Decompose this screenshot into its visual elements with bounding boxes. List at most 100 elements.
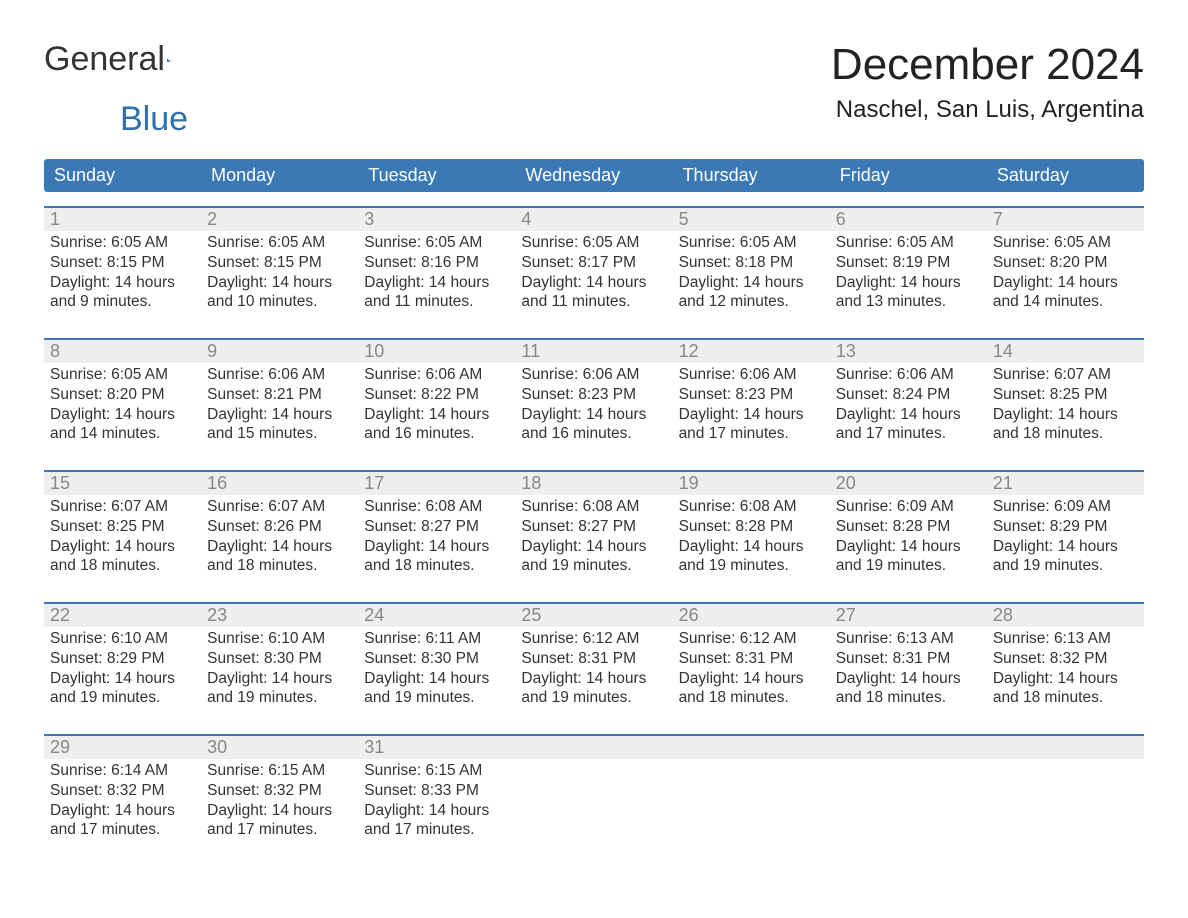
calendar-day: 19Sunrise: 6:08 AMSunset: 8:28 PMDayligh…	[673, 470, 830, 588]
day-info-line: Daylight: 14 hours	[993, 537, 1134, 557]
day-number: 1	[50, 208, 191, 231]
calendar-day: 16Sunrise: 6:07 AMSunset: 8:26 PMDayligh…	[201, 470, 358, 588]
day-info-line: Daylight: 14 hours	[993, 273, 1134, 293]
weekday-header: Monday	[201, 159, 358, 192]
day-number: 26	[679, 604, 820, 627]
day-number: 4	[521, 208, 662, 231]
calendar-day: 23Sunrise: 6:10 AMSunset: 8:30 PMDayligh…	[201, 602, 358, 720]
day-info-line: and 17 minutes.	[207, 820, 348, 840]
day-info-line: Sunset: 8:23 PM	[521, 385, 662, 405]
calendar: Sunday Monday Tuesday Wednesday Thursday…	[44, 159, 1144, 852]
day-info: Sunrise: 6:10 AMSunset: 8:30 PMDaylight:…	[207, 629, 348, 708]
day-info-line: Sunset: 8:31 PM	[836, 649, 977, 669]
day-info-line: Daylight: 14 hours	[364, 801, 505, 821]
calendar-day: 27Sunrise: 6:13 AMSunset: 8:31 PMDayligh…	[830, 602, 987, 720]
day-number: 13	[836, 340, 977, 363]
calendar-day: 30Sunrise: 6:15 AMSunset: 8:32 PMDayligh…	[201, 734, 358, 852]
day-info-line: Sunrise: 6:06 AM	[679, 365, 820, 385]
calendar-day: 5Sunrise: 6:05 AMSunset: 8:18 PMDaylight…	[673, 206, 830, 324]
day-info: Sunrise: 6:06 AMSunset: 8:24 PMDaylight:…	[836, 365, 977, 444]
day-info-line: Sunset: 8:21 PM	[207, 385, 348, 405]
day-number: 7	[993, 208, 1134, 231]
day-info: Sunrise: 6:15 AMSunset: 8:33 PMDaylight:…	[364, 761, 505, 840]
day-info-line: Sunrise: 6:12 AM	[679, 629, 820, 649]
day-number: 22	[50, 604, 191, 627]
calendar-day: 24Sunrise: 6:11 AMSunset: 8:30 PMDayligh…	[358, 602, 515, 720]
weekday-header: Sunday	[44, 159, 201, 192]
calendar-day: .	[515, 734, 672, 852]
day-info-line: Sunrise: 6:05 AM	[679, 233, 820, 253]
calendar-day: 15Sunrise: 6:07 AMSunset: 8:25 PMDayligh…	[44, 470, 201, 588]
day-info-line: Daylight: 14 hours	[364, 273, 505, 293]
day-info-line: Sunrise: 6:08 AM	[679, 497, 820, 517]
day-info-line: and 18 minutes.	[993, 424, 1134, 444]
calendar-day: 12Sunrise: 6:06 AMSunset: 8:23 PMDayligh…	[673, 338, 830, 456]
day-info-line: and 17 minutes.	[679, 424, 820, 444]
day-info: Sunrise: 6:14 AMSunset: 8:32 PMDaylight:…	[50, 761, 191, 840]
day-info-line: Sunrise: 6:07 AM	[207, 497, 348, 517]
day-info-line: Daylight: 14 hours	[207, 537, 348, 557]
day-info-line: Daylight: 14 hours	[364, 537, 505, 557]
day-info-line: and 18 minutes.	[207, 556, 348, 576]
day-info-line: Sunset: 8:24 PM	[836, 385, 977, 405]
day-info: Sunrise: 6:07 AMSunset: 8:25 PMDaylight:…	[993, 365, 1134, 444]
day-info-line: Sunrise: 6:05 AM	[836, 233, 977, 253]
day-number: 28	[993, 604, 1134, 627]
day-info-line: and 17 minutes.	[50, 820, 191, 840]
day-info: Sunrise: 6:06 AMSunset: 8:23 PMDaylight:…	[521, 365, 662, 444]
day-number: 15	[50, 472, 191, 495]
day-info: Sunrise: 6:08 AMSunset: 8:28 PMDaylight:…	[679, 497, 820, 576]
day-info-line: Sunset: 8:18 PM	[679, 253, 820, 273]
calendar-day: .	[830, 734, 987, 852]
calendar-day: 31Sunrise: 6:15 AMSunset: 8:33 PMDayligh…	[358, 734, 515, 852]
day-info-line: Sunrise: 6:12 AM	[521, 629, 662, 649]
day-number: 3	[364, 208, 505, 231]
day-number: 10	[364, 340, 505, 363]
calendar-day: 26Sunrise: 6:12 AMSunset: 8:31 PMDayligh…	[673, 602, 830, 720]
day-info-line: Sunrise: 6:05 AM	[50, 233, 191, 253]
day-info-line: Sunset: 8:25 PM	[993, 385, 1134, 405]
day-info-line: Sunrise: 6:10 AM	[207, 629, 348, 649]
day-info-line: Sunset: 8:30 PM	[364, 649, 505, 669]
day-info-line: Sunset: 8:15 PM	[50, 253, 191, 273]
day-info: Sunrise: 6:07 AMSunset: 8:25 PMDaylight:…	[50, 497, 191, 576]
day-info: Sunrise: 6:07 AMSunset: 8:26 PMDaylight:…	[207, 497, 348, 576]
day-info: Sunrise: 6:08 AMSunset: 8:27 PMDaylight:…	[521, 497, 662, 576]
day-info-line: and 14 minutes.	[50, 424, 191, 444]
calendar-day: 25Sunrise: 6:12 AMSunset: 8:31 PMDayligh…	[515, 602, 672, 720]
day-info-line: Sunset: 8:29 PM	[50, 649, 191, 669]
day-info-line: and 18 minutes.	[993, 688, 1134, 708]
day-info-line: and 17 minutes.	[364, 820, 505, 840]
day-number: 18	[521, 472, 662, 495]
day-number: 6	[836, 208, 977, 231]
calendar-day: 8Sunrise: 6:05 AMSunset: 8:20 PMDaylight…	[44, 338, 201, 456]
day-info-line: Daylight: 14 hours	[679, 537, 820, 557]
calendar-day: 6Sunrise: 6:05 AMSunset: 8:19 PMDaylight…	[830, 206, 987, 324]
day-info-line: Sunset: 8:19 PM	[836, 253, 977, 273]
calendar-day: 28Sunrise: 6:13 AMSunset: 8:32 PMDayligh…	[987, 602, 1144, 720]
day-number: 11	[521, 340, 662, 363]
day-info-line: Daylight: 14 hours	[521, 537, 662, 557]
day-info: Sunrise: 6:15 AMSunset: 8:32 PMDaylight:…	[207, 761, 348, 840]
day-info-line: Sunset: 8:31 PM	[679, 649, 820, 669]
day-info-line: Daylight: 14 hours	[521, 273, 662, 293]
calendar-day: 14Sunrise: 6:07 AMSunset: 8:25 PMDayligh…	[987, 338, 1144, 456]
day-info-line: Sunset: 8:33 PM	[364, 781, 505, 801]
day-info-line: and 18 minutes.	[679, 688, 820, 708]
day-info-line: and 19 minutes.	[679, 556, 820, 576]
day-info-line: and 15 minutes.	[207, 424, 348, 444]
day-number: 27	[836, 604, 977, 627]
day-info-line: and 18 minutes.	[364, 556, 505, 576]
location-subtitle: Naschel, San Luis, Argentina	[831, 96, 1144, 124]
calendar-week: 29Sunrise: 6:14 AMSunset: 8:32 PMDayligh…	[44, 734, 1144, 852]
day-info-line: Daylight: 14 hours	[679, 273, 820, 293]
day-info-line: Sunrise: 6:08 AM	[521, 497, 662, 517]
day-info-line: Sunrise: 6:07 AM	[50, 497, 191, 517]
day-info-line: Sunrise: 6:13 AM	[836, 629, 977, 649]
day-number: 9	[207, 340, 348, 363]
calendar-day: 20Sunrise: 6:09 AMSunset: 8:28 PMDayligh…	[830, 470, 987, 588]
day-info-line: Sunset: 8:30 PM	[207, 649, 348, 669]
day-number: 31	[364, 736, 505, 759]
calendar-day: 22Sunrise: 6:10 AMSunset: 8:29 PMDayligh…	[44, 602, 201, 720]
month-title: December 2024	[831, 40, 1144, 90]
